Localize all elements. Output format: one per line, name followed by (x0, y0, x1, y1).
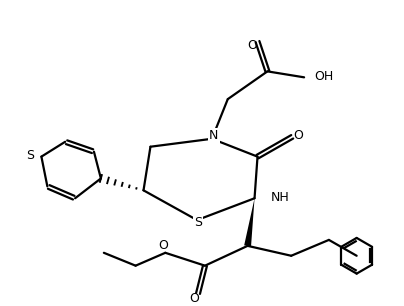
Text: OH: OH (314, 70, 333, 83)
Polygon shape (244, 198, 255, 246)
Text: O: O (189, 292, 199, 305)
Text: S: S (27, 149, 34, 162)
Text: O: O (248, 39, 257, 52)
Text: N: N (209, 129, 219, 142)
Text: NH: NH (270, 191, 289, 204)
Text: O: O (293, 129, 303, 142)
Text: S: S (194, 215, 202, 229)
Text: O: O (158, 239, 168, 252)
